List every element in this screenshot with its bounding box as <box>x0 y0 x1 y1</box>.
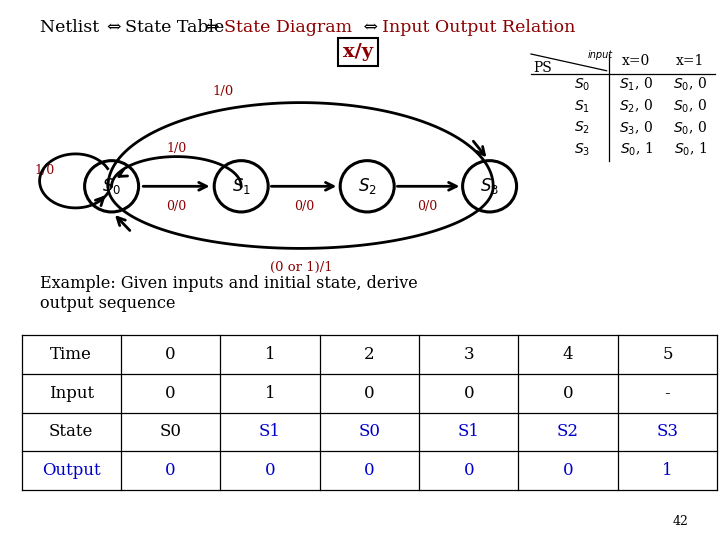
Text: 0: 0 <box>464 384 474 402</box>
Text: $S_3$: $S_3$ <box>575 141 590 158</box>
Text: $S_0$, 0: $S_0$, 0 <box>673 98 707 115</box>
Text: State Diagram: State Diagram <box>224 19 352 36</box>
Text: (0 or 1)/1: (0 or 1)/1 <box>270 261 332 274</box>
Text: PS: PS <box>534 60 552 75</box>
Text: 0: 0 <box>563 462 573 480</box>
Text: 0/0: 0/0 <box>166 200 186 213</box>
Text: 1: 1 <box>662 462 672 480</box>
Text: $S_1$, 0: $S_1$, 0 <box>619 76 653 93</box>
Text: S0: S0 <box>359 423 380 441</box>
Text: 1: 1 <box>265 346 275 363</box>
Text: 0: 0 <box>265 462 275 480</box>
Text: Netlist: Netlist <box>40 19 104 36</box>
Text: x=1: x=1 <box>676 54 704 68</box>
Text: 1/0: 1/0 <box>166 142 186 155</box>
Text: $S_3$, 0: $S_3$, 0 <box>619 119 653 137</box>
Text: 0: 0 <box>464 462 474 480</box>
Text: 1/0: 1/0 <box>35 164 55 177</box>
Text: $S_0$, 0: $S_0$, 0 <box>673 119 707 137</box>
Text: Time: Time <box>50 346 92 363</box>
Text: 0: 0 <box>166 462 176 480</box>
Text: 0: 0 <box>166 384 176 402</box>
Text: S1: S1 <box>458 423 480 441</box>
Text: $S_3$: $S_3$ <box>480 176 499 197</box>
Text: $S_2$, 0: $S_2$, 0 <box>619 98 653 115</box>
Text: $S_0$, 1: $S_0$, 1 <box>620 141 653 158</box>
Text: S2: S2 <box>557 423 579 441</box>
Text: $S_0$, 0: $S_0$, 0 <box>673 76 707 93</box>
Text: $S_0$: $S_0$ <box>102 176 121 197</box>
Text: S0: S0 <box>160 423 181 441</box>
Text: 0: 0 <box>166 346 176 363</box>
Text: $S_1$: $S_1$ <box>232 176 251 197</box>
Text: 4: 4 <box>563 346 573 363</box>
Text: Example: Given inputs and initial state, derive
output sequence: Example: Given inputs and initial state,… <box>40 275 418 312</box>
Text: 3: 3 <box>464 346 474 363</box>
Text: $S_0$, 1: $S_0$, 1 <box>674 141 707 158</box>
Text: 42: 42 <box>672 515 688 528</box>
Text: $S_2$: $S_2$ <box>575 120 590 136</box>
Text: ⇔: ⇔ <box>205 19 225 36</box>
Text: State: State <box>49 423 94 441</box>
Text: 1/0: 1/0 <box>212 85 234 98</box>
Text: 0: 0 <box>364 462 374 480</box>
Text: 5: 5 <box>662 346 672 363</box>
Text: 0/0: 0/0 <box>418 200 438 213</box>
Text: 0: 0 <box>364 384 374 402</box>
Text: input: input <box>588 50 613 60</box>
Text: $S_1$: $S_1$ <box>575 98 590 114</box>
Text: Input: Input <box>49 384 94 402</box>
Text: $S_0$: $S_0$ <box>574 77 590 93</box>
Text: Input Output Relation: Input Output Relation <box>382 19 575 36</box>
Text: -: - <box>665 384 670 402</box>
Text: S1: S1 <box>259 423 281 441</box>
Text: 1: 1 <box>265 384 275 402</box>
Text: State Table: State Table <box>125 19 230 36</box>
Text: x/y: x/y <box>343 43 373 61</box>
Text: 0/0: 0/0 <box>294 200 314 213</box>
Text: S3: S3 <box>657 423 678 441</box>
Text: 0: 0 <box>563 384 573 402</box>
Text: ⇔: ⇔ <box>358 19 383 36</box>
Text: $S_2$: $S_2$ <box>358 176 377 197</box>
Text: 2: 2 <box>364 346 374 363</box>
Text: x=0: x=0 <box>622 54 650 68</box>
Text: Output: Output <box>42 462 101 480</box>
Text: ⇔: ⇔ <box>107 19 127 36</box>
